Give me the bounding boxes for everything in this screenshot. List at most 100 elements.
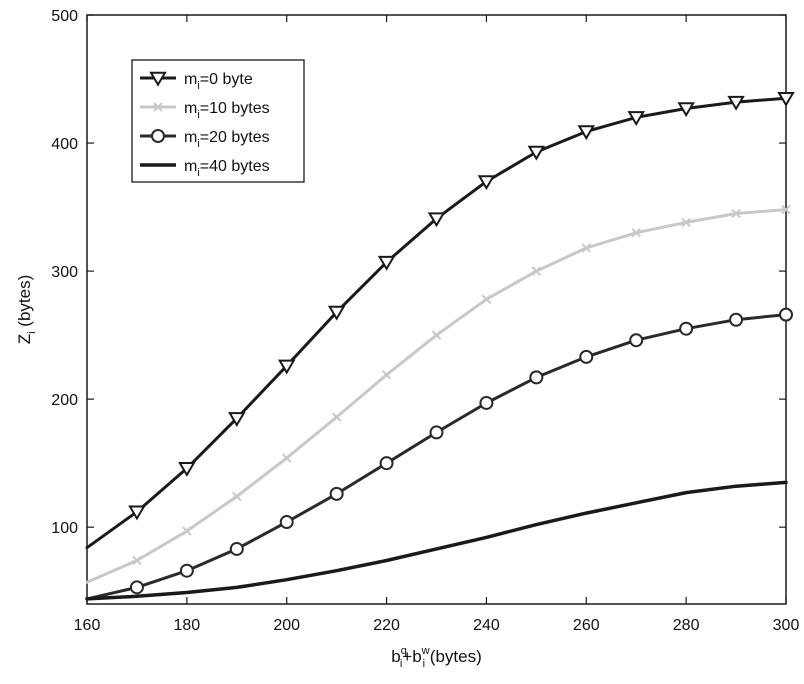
x-axis-title-part: i	[400, 658, 402, 670]
legend-subscript: i	[197, 109, 199, 121]
data-point	[129, 580, 144, 595]
legend-label: mi=40 bytes	[184, 158, 270, 179]
marker-stroke	[581, 243, 591, 253]
x-tick-label: 280	[673, 617, 700, 634]
legend-marker	[153, 102, 163, 112]
y-axis-title-part: Z	[15, 334, 34, 344]
y-tick-label: 100	[51, 520, 78, 537]
y-tick-label: 400	[51, 136, 78, 153]
legend-subscript: i	[197, 167, 199, 179]
data-point	[579, 349, 594, 364]
y-axis-title-part: (bytes)	[15, 275, 34, 332]
y-tick-label: 500	[51, 8, 78, 25]
marker-stroke	[431, 330, 442, 340]
data-point	[681, 217, 691, 228]
marker-stroke	[481, 294, 492, 304]
x-tick-label: 160	[74, 617, 101, 634]
series-lines	[85, 91, 795, 601]
marker-stroke	[153, 102, 163, 112]
marker-stroke	[731, 208, 741, 219]
data-point	[729, 312, 744, 327]
data-point	[477, 175, 496, 191]
legend-text-part: =40 bytes	[200, 158, 270, 175]
legend-text-part: =20 bytes	[200, 129, 270, 146]
data-point	[377, 255, 396, 271]
y-tick-label: 200	[51, 392, 78, 409]
data-point	[277, 359, 296, 375]
legend-item: mi=20 bytes	[140, 129, 270, 150]
y-axis-title-subscript: i	[26, 331, 38, 333]
legend-label: mi=10 bytes	[184, 100, 270, 121]
legend-marker	[151, 129, 165, 143]
legend-text-part: m	[184, 158, 197, 175]
x-axis-title-part: +	[402, 647, 412, 666]
legend-subscript: i	[197, 138, 199, 150]
data-point	[431, 330, 442, 340]
data-point	[531, 266, 542, 276]
data-point	[481, 294, 492, 304]
data-point	[577, 125, 596, 141]
legend-text-part: =10 bytes	[200, 100, 270, 117]
series-group	[85, 204, 791, 584]
marker-stroke	[381, 370, 392, 380]
series-group	[85, 91, 795, 550]
marker-stroke	[132, 555, 142, 566]
data-point	[677, 102, 695, 118]
x-tick-label: 260	[573, 617, 600, 634]
marker-stroke	[331, 412, 342, 422]
data-point	[629, 333, 644, 348]
legend-label: mi=0 byte	[184, 71, 253, 92]
data-point	[179, 563, 194, 578]
x-axis-title: bq i+bw i (bytes)	[391, 645, 482, 670]
legend-label: mi=20 bytes	[184, 129, 270, 150]
legend-item: mi=0 byte	[140, 71, 253, 92]
legend-text-part: =0 byte	[200, 71, 253, 88]
legend-item: mi=40 bytes	[140, 158, 270, 179]
series-group	[85, 307, 793, 601]
x-axis-title-part: (bytes)	[425, 647, 482, 666]
legend-marker	[149, 71, 167, 87]
series-line	[85, 480, 788, 601]
data-point	[232, 491, 242, 502]
series-group	[85, 480, 788, 601]
marker-stroke	[631, 227, 641, 238]
data-point	[182, 526, 192, 536]
data-point	[479, 395, 494, 410]
data-point	[527, 145, 546, 161]
x-axis-title-part: q	[401, 645, 407, 657]
marker-stroke	[531, 266, 542, 276]
data-point	[229, 541, 244, 556]
x-tick-label: 200	[273, 617, 300, 634]
x-axis-title-part: b	[412, 647, 421, 666]
y-tick-label: 300	[51, 264, 78, 281]
data-point	[128, 505, 146, 521]
data-point	[379, 456, 394, 471]
x-tick-label: 220	[373, 617, 400, 634]
x-tick-label: 180	[174, 617, 201, 634]
y-axis-title: Zi (bytes)	[15, 275, 38, 345]
x-tick-label: 240	[473, 617, 500, 634]
data-point	[731, 208, 741, 219]
legend-item: mi=10 bytes	[140, 100, 270, 121]
marker-stroke	[182, 526, 192, 536]
data-point	[329, 486, 344, 501]
x-axis-title-part: b	[391, 647, 400, 666]
data-point	[279, 515, 294, 530]
data-point	[777, 91, 795, 107]
data-point	[529, 370, 544, 385]
x-tick-label: 300	[773, 617, 800, 634]
data-point	[779, 307, 793, 322]
legend-text-part: m	[184, 129, 197, 146]
data-point	[627, 111, 645, 127]
data-point	[781, 204, 791, 215]
marker-stroke	[282, 453, 292, 463]
data-point	[228, 412, 246, 427]
legend-text-part: m	[184, 71, 197, 88]
legend-subscript: i	[197, 80, 199, 92]
data-point	[381, 370, 392, 380]
data-point	[727, 95, 745, 111]
marker-stroke	[232, 491, 242, 502]
